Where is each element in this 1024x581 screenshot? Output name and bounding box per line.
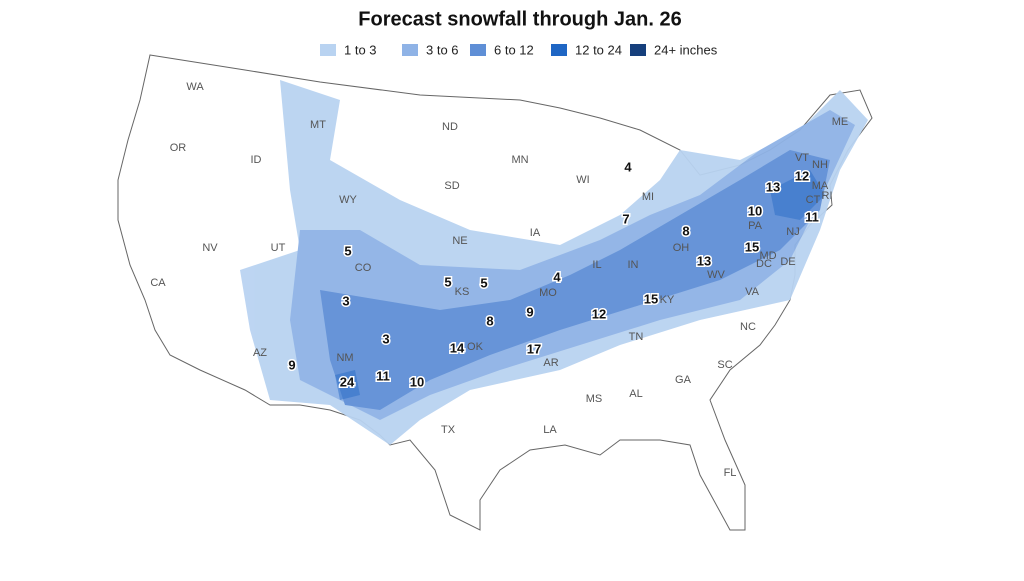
state-label: AR xyxy=(543,357,558,369)
state-label: LA xyxy=(543,424,557,436)
band-12-to-24 xyxy=(335,170,825,400)
band-6-to-12 xyxy=(320,150,830,410)
legend-swatch xyxy=(402,44,418,56)
state-label: UT xyxy=(271,242,286,254)
state-label: SD xyxy=(444,180,459,192)
snow-amount: 12 xyxy=(795,168,809,183)
snow-amount: 17 xyxy=(527,341,541,356)
snow-amount: 11 xyxy=(805,209,819,224)
legend-swatch xyxy=(551,44,567,56)
snow-amount: 15 xyxy=(745,239,759,254)
snow-amount: 13 xyxy=(697,253,711,268)
legend-swatch xyxy=(630,44,646,56)
state-label: NJ xyxy=(786,226,799,238)
snow-amount: 15 xyxy=(644,291,658,306)
state-label: VT xyxy=(795,152,809,164)
snow-amount: 7 xyxy=(622,211,629,226)
state-label: AZ xyxy=(253,347,267,359)
state-label: NM xyxy=(336,352,353,364)
state-label: DC xyxy=(756,258,772,270)
state-label: MI xyxy=(642,191,654,203)
snow-amount: 3 xyxy=(342,293,349,308)
state-label: WV xyxy=(707,269,725,281)
snow-amount: 3 xyxy=(382,331,389,346)
state-label: WA xyxy=(186,81,204,93)
snow-amount: 8 xyxy=(682,223,689,238)
legend-swatch xyxy=(320,44,336,56)
snow-amount: 11 xyxy=(376,368,390,383)
snow-amount: 4 xyxy=(624,159,632,174)
state-label: MO xyxy=(539,287,557,299)
state-label: OH xyxy=(673,242,690,254)
state-label: NH xyxy=(812,159,828,171)
legend-swatch xyxy=(470,44,486,56)
state-label: WI xyxy=(576,174,589,186)
state-label: DE xyxy=(780,256,795,268)
state-label: NC xyxy=(740,321,756,333)
state-label: ME xyxy=(832,116,849,128)
snow-amount: 12 xyxy=(592,306,606,321)
snow-amount: 9 xyxy=(526,304,533,319)
state-label: TN xyxy=(629,331,644,343)
state-label: MD xyxy=(759,250,776,262)
state-label: WY xyxy=(339,194,357,206)
state-label: ND xyxy=(442,121,458,133)
legend-label: 24+ inches xyxy=(654,42,718,57)
snow-amount: 5 xyxy=(344,243,351,258)
state-label: KY xyxy=(660,294,675,306)
state-label: AL xyxy=(629,388,642,400)
state-label: CA xyxy=(150,277,166,289)
state-label: CO xyxy=(355,262,372,274)
state-label: SC xyxy=(717,359,732,371)
state-label: TX xyxy=(441,424,456,436)
state-label: NV xyxy=(202,242,218,254)
state-label: MT xyxy=(310,119,326,131)
state-label: NE xyxy=(452,235,467,247)
state-label: IN xyxy=(628,259,639,271)
snow-amount: 9 xyxy=(288,357,295,372)
snow-amount: 5 xyxy=(480,275,487,290)
legend: 1 to 3 3 to 6 6 to 12 12 to 24 24+ inches xyxy=(320,42,718,57)
legend-label: 6 to 12 xyxy=(494,42,534,57)
state-label: OR xyxy=(170,142,187,154)
state-label: RI xyxy=(822,190,833,202)
state-label: VA xyxy=(745,286,760,298)
legend-label: 3 to 6 xyxy=(426,42,459,57)
state-label: PA xyxy=(748,220,763,232)
state-label: CT xyxy=(806,194,821,206)
labels: WA OR CA NV ID MT WY UT AZ CO NM ND SD NE KS OK TX MN IA MO… xyxy=(150,81,848,479)
state-label: MN xyxy=(511,154,528,166)
snow-amount: 13 xyxy=(766,179,780,194)
state-label: IL xyxy=(592,259,601,271)
snow-amount: 10 xyxy=(748,203,762,218)
snow-amount: 8 xyxy=(486,313,493,328)
snow-amount: 10 xyxy=(410,374,424,389)
state-label: ID xyxy=(251,154,262,166)
state-label: IA xyxy=(530,227,541,239)
snow-amount: 5 xyxy=(444,274,451,289)
state-label: MA xyxy=(812,180,829,192)
legend-label: 1 to 3 xyxy=(344,42,377,57)
state-label: OK xyxy=(467,341,484,353)
snow-amount: 4 xyxy=(553,269,561,284)
snow-amount: 24 xyxy=(340,374,355,389)
state-label: FL xyxy=(724,467,737,479)
snow-amount: 14 xyxy=(450,340,465,355)
state-label: GA xyxy=(675,374,692,386)
legend-label: 12 to 24 xyxy=(575,42,622,57)
snow-bands xyxy=(240,80,868,445)
title: Forecast snowfall through Jan. 26 xyxy=(358,8,681,30)
state-label: MS xyxy=(586,393,603,405)
state-label: KS xyxy=(455,286,470,298)
